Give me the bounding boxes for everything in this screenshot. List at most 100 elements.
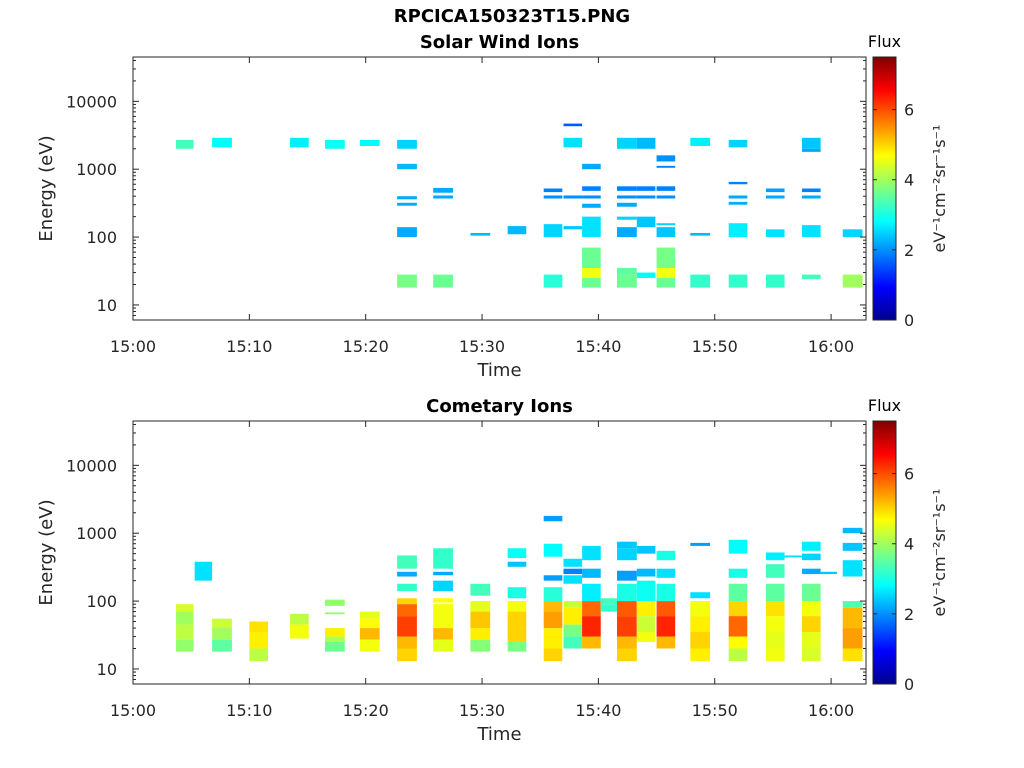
colorbar-tick-label: 0 (904, 675, 914, 694)
heatmap-cell (842, 274, 863, 288)
heatmap-cells (176, 515, 863, 662)
y-tick-label: 1000 (76, 524, 117, 543)
heatmap-cell (728, 648, 748, 662)
x-tick-label: 15:30 (459, 701, 505, 720)
heatmap-cell (359, 618, 380, 629)
colorbar-tick-label: 4 (904, 171, 914, 190)
heatmap-cell (636, 195, 656, 199)
heatmap-cell (636, 568, 656, 577)
heatmap-cell (507, 611, 527, 629)
heatmap-cell (600, 598, 619, 605)
colorbar-title: Flux (868, 32, 901, 51)
x-axis-label: Time (476, 724, 521, 745)
heatmap-cell (728, 616, 748, 637)
heatmap-cell (324, 139, 345, 149)
heatmap-cell (765, 229, 785, 238)
heatmap-cell (656, 223, 676, 226)
heatmap-cell (563, 636, 583, 649)
heatmap-cell (433, 548, 453, 569)
heatmap-cell (617, 570, 637, 581)
heatmap-cell (290, 613, 309, 625)
heatmap-cells (176, 123, 863, 288)
heatmap-cell (802, 568, 821, 575)
y-tick-label: 100 (86, 592, 117, 611)
heatmap-cell (617, 137, 637, 149)
heatmap-cell (176, 624, 194, 640)
heatmap-cell (842, 542, 863, 551)
colorbar-tick-label: 6 (904, 101, 914, 120)
heatmap-cell (636, 545, 656, 554)
heatmap-cell (617, 195, 637, 199)
heatmap-cell (507, 587, 527, 599)
heatmap-cell (543, 515, 563, 522)
heatmap-cell (397, 636, 417, 649)
x-tick-label: 15:00 (110, 337, 156, 356)
heatmap-cell (765, 274, 785, 288)
heatmap-cell (636, 616, 656, 633)
heatmap-cell (728, 274, 748, 288)
heatmap-cell (802, 148, 821, 152)
heatmap-cell (690, 274, 711, 288)
heatmap-cell (600, 604, 619, 612)
heatmap-cell (582, 186, 601, 191)
heatmap-cell (784, 555, 803, 558)
heatmap-cell (802, 541, 821, 551)
heatmap-cell (765, 632, 785, 649)
heatmap-cell (324, 599, 345, 606)
heatmap-cell (582, 216, 601, 238)
heatmap-cell (543, 195, 563, 199)
heatmap-cell (636, 216, 656, 228)
heatmap-cell (324, 628, 345, 637)
colorbar-tick-label: 2 (904, 605, 914, 624)
heatmap-cell (656, 247, 676, 269)
heatmap-cell (507, 601, 527, 612)
heatmap-cell (728, 583, 748, 602)
x-tick-label: 15:20 (343, 701, 389, 720)
heatmap-cell (543, 628, 563, 649)
x-tick-label: 15:40 (575, 701, 621, 720)
heatmap-cell (249, 621, 268, 633)
heatmap-cell (543, 274, 563, 288)
heatmap-cell (543, 601, 563, 612)
heatmap-cell (690, 601, 711, 617)
heatmap-cell (563, 226, 583, 230)
heatmap-cell (433, 580, 453, 592)
solar-wind-ions-panel: Solar Wind Ions 15:00 15:10 15:20 15:30 15:40… (36, 32, 949, 381)
y-tick-label: 10 (97, 660, 117, 679)
heatmap-cell (433, 571, 453, 576)
heatmap-cell (617, 541, 637, 549)
heatmap-cell (582, 616, 601, 637)
heatmap-cell (543, 648, 563, 662)
colorbar-unit-label: eV⁻¹cm⁻²sr⁻¹s⁻¹ (930, 489, 949, 617)
heatmap-cell (212, 618, 232, 629)
heatmap-cell (842, 527, 863, 534)
heatmap-cell (617, 548, 637, 561)
heatmap-cell (617, 268, 637, 275)
x-tick-label: 15:10 (226, 337, 272, 356)
heatmap-cell (636, 632, 656, 642)
heatmap-cell (636, 137, 656, 149)
x-axis-label: Time (476, 360, 521, 381)
heatmap-cell (543, 587, 563, 602)
heatmap-cell (582, 268, 601, 278)
heatmap-cell (212, 628, 232, 640)
y-tick-label: 10000 (66, 456, 117, 475)
heatmap-cell (563, 624, 583, 637)
heatmap-cell (802, 225, 821, 238)
heatmap-cell (563, 568, 583, 575)
heatmap-cell (656, 195, 676, 199)
panel-title: Cometary Ions (426, 396, 573, 417)
heatmap-cell (842, 628, 863, 649)
colorbar-tick-label: 2 (904, 241, 914, 260)
heatmap-cell (728, 201, 748, 205)
colorbar-tick-label: 4 (904, 535, 914, 554)
heatmap-cell (690, 592, 711, 599)
heatmap-cell (582, 163, 601, 170)
heatmap-cell (656, 550, 676, 561)
y-axis-label: Energy (eV) (36, 499, 57, 605)
heatmap-cell (582, 601, 601, 617)
heatmap-cell (656, 583, 676, 602)
heatmap-cell (617, 227, 637, 238)
colorbar (872, 420, 897, 685)
heatmap-cell (656, 568, 676, 578)
